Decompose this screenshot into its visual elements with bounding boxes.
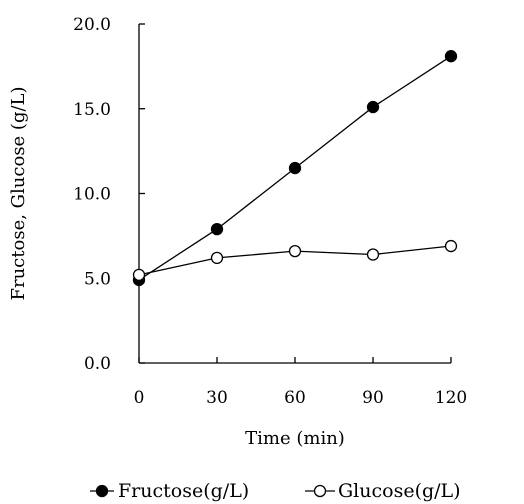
legend-marker-glucose bbox=[313, 484, 327, 498]
x-ticks: 0 30 60 90 120 bbox=[134, 357, 467, 408]
data-point-fructose bbox=[366, 100, 380, 114]
x-tick-label: 30 bbox=[206, 388, 228, 408]
x-tick-label: 60 bbox=[284, 388, 306, 408]
series-glucose bbox=[132, 239, 458, 282]
data-point-glucose bbox=[366, 248, 380, 261]
data-point-glucose bbox=[288, 244, 302, 258]
legend-marker-fructose bbox=[95, 484, 109, 498]
axes: 0.0 5.0 10.0 15.0 20.0 0 30 60 90 120 bbox=[73, 15, 467, 408]
y-tick-label: 20.0 bbox=[73, 15, 111, 35]
data-point-fructose bbox=[288, 161, 302, 175]
series bbox=[132, 50, 458, 287]
data-point-glucose bbox=[444, 239, 458, 253]
legend-item-fructose: Fructose(g/L) bbox=[90, 480, 249, 502]
x-axis-title: Time (min) bbox=[245, 428, 345, 449]
x-tick-label: 90 bbox=[362, 388, 384, 408]
y-ticks: 0.0 5.0 10.0 15.0 20.0 bbox=[73, 15, 145, 374]
legend-label-fructose: Fructose(g/L) bbox=[118, 480, 249, 502]
y-tick-label: 0.0 bbox=[84, 354, 111, 374]
y-tick-label: 15.0 bbox=[73, 100, 111, 120]
legend-item-glucose: Glucose(g/L) bbox=[305, 480, 461, 502]
legend: Fructose(g/L) Glucose(g/L) bbox=[90, 480, 461, 502]
data-point-fructose bbox=[444, 50, 458, 63]
x-tick-label: 0 bbox=[134, 388, 145, 408]
x-tick-label: 120 bbox=[435, 388, 467, 408]
legend-label-glucose: Glucose(g/L) bbox=[338, 480, 461, 502]
data-point-fructose bbox=[210, 222, 224, 236]
data-point-glucose bbox=[210, 251, 224, 265]
y-tick-label: 10.0 bbox=[73, 185, 111, 205]
y-tick-label: 5.0 bbox=[84, 269, 111, 289]
data-point-glucose bbox=[132, 268, 146, 282]
y-axis-title: Fructose, Glucose (g/L) bbox=[8, 86, 29, 300]
